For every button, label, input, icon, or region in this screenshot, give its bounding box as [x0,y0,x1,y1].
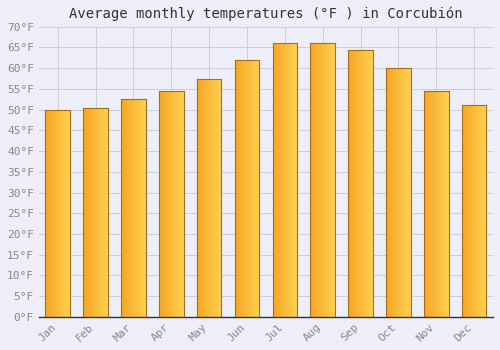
Title: Average monthly temperatures (°F ) in Corcubión: Average monthly temperatures (°F ) in Co… [69,7,462,21]
